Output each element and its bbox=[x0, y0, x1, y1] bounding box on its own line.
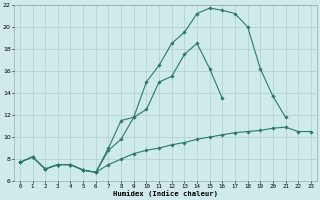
X-axis label: Humidex (Indice chaleur): Humidex (Indice chaleur) bbox=[113, 190, 218, 197]
